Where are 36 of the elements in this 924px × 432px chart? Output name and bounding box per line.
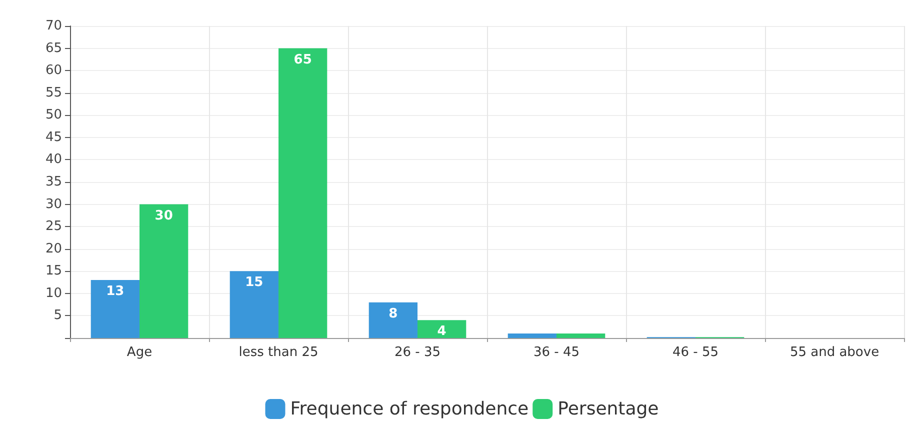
bar: [368, 302, 418, 338]
data-label: 15: [245, 275, 264, 290]
data-label: 8: [388, 306, 398, 322]
y-tick-label: 10: [45, 286, 62, 301]
y-tick-label: 60: [45, 63, 62, 78]
data-label: 65: [294, 52, 312, 68]
bar: [90, 280, 140, 338]
x-tick-label: 36 - 45: [533, 345, 580, 360]
y-tick-label: 50: [45, 108, 62, 123]
bar: [418, 320, 466, 338]
y-tick-label: 30: [45, 196, 62, 212]
y-tick-label: 40: [45, 152, 62, 168]
y-tick-label: 25: [45, 219, 62, 234]
legend-label: Persentage: [558, 398, 659, 420]
x-tick-label: Age: [126, 345, 152, 360]
y-tick-label: 5: [54, 308, 62, 324]
y-tick-label: 55: [45, 85, 62, 100]
legend-label: Frequence of respondence: [290, 398, 529, 420]
data-label: 30: [154, 208, 173, 224]
x-tick-label: 26 - 35: [394, 345, 441, 360]
x-tick-label: 46 - 55: [672, 345, 719, 360]
x-tick-label: less than 25: [238, 345, 318, 360]
y-tick-label: 15: [45, 264, 62, 279]
y-tick-label: 45: [45, 130, 62, 145]
bar: [556, 334, 606, 338]
y-tick-label: 35: [45, 174, 62, 190]
bar: [508, 334, 556, 338]
bar: [140, 204, 188, 338]
y-tick-label: 20: [45, 241, 62, 256]
data-label: 13: [106, 284, 124, 300]
y-tick-label: 65: [45, 40, 62, 56]
bar: [278, 48, 328, 338]
bar: [230, 271, 278, 338]
y-tick-label: 70: [45, 18, 62, 34]
x-tick-label: 55 and above: [790, 345, 880, 360]
data-label: 4: [437, 324, 446, 340]
